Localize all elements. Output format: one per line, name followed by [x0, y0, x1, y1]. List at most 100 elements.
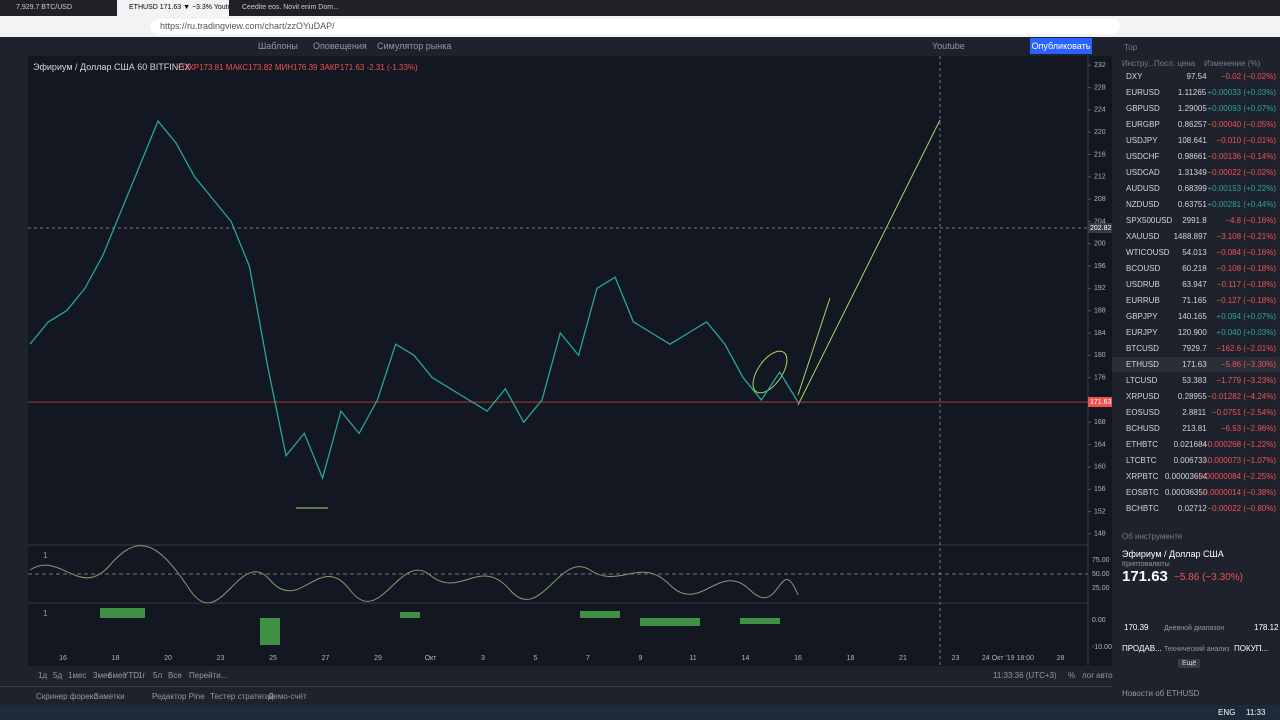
last-price: 120.900 — [1177, 328, 1207, 337]
rsi-tick-label: 75.00 — [1092, 557, 1110, 564]
last-price: 108.641 — [1177, 136, 1207, 145]
x-tick-label: Окт — [425, 655, 438, 662]
symbol[interactable]: GBPJPY — [1126, 312, 1158, 321]
y-tick-label: 176 — [1094, 374, 1106, 381]
simulator-button[interactable]: Симулятор рынка — [377, 41, 452, 51]
bottom-tab[interactable]: Скринер форекс — [36, 692, 98, 701]
x-tick-label: 3 — [481, 655, 485, 662]
change: −0.00000084 (−2.25%) — [1194, 472, 1276, 481]
browser-tab[interactable]: Ceedite eos. Novit enim Dom... — [242, 4, 339, 11]
symbol[interactable]: EURGBP — [1126, 120, 1160, 129]
last-price: 0.98661 — [1177, 152, 1207, 161]
taskbar-clock: 11:33 — [1246, 708, 1266, 717]
y-tick-label: 196 — [1094, 263, 1106, 270]
pane-label: 1 — [43, 609, 48, 618]
range-button[interactable]: YTD — [123, 671, 139, 680]
symbol[interactable]: LTCUSD — [1126, 376, 1158, 385]
col-header: Посл. цена — [1154, 59, 1196, 68]
last-price-label: 171.63 — [1090, 399, 1112, 406]
last-price: 140.165 — [1177, 312, 1207, 321]
symbol[interactable]: WTICOUSD — [1126, 248, 1170, 257]
symbol[interactable]: ETHUSD — [1126, 360, 1159, 369]
forecast-line — [797, 119, 941, 406]
search-box[interactable]: Тор — [1124, 43, 1138, 52]
symbol[interactable]: SPX500USD — [1126, 216, 1173, 225]
scale-button[interactable]: % — [1068, 671, 1076, 680]
range-button[interactable]: Все — [168, 671, 182, 680]
more-button[interactable]: Ещё — [1178, 659, 1201, 668]
symbol[interactable]: EOSBTC — [1126, 488, 1159, 497]
change: −0.00040 (−0.05%) — [1207, 120, 1277, 129]
change: −6.53 (−2.96%) — [1220, 424, 1276, 433]
bottom-tab[interactable]: Тестер стратегий — [210, 692, 274, 701]
symbol[interactable]: DXY — [1126, 72, 1143, 81]
y-tick-label: 168 — [1094, 419, 1106, 426]
publish-button[interactable]: Опубликовать — [1030, 38, 1092, 54]
symbol[interactable]: NZDUSD — [1126, 200, 1160, 209]
range-button[interactable]: Перейти... — [189, 671, 228, 680]
range-button[interactable]: 1мес — [68, 671, 87, 680]
x-tick-label: 24 Окт '19 18:00 — [982, 655, 1034, 662]
bottom-tabs: Скринер форекс Заметки Редактор Pine Тестер… — [0, 686, 1112, 706]
change: +0.00033 (+0.03%) — [1207, 88, 1277, 97]
col-header: Инстру... — [1122, 59, 1155, 68]
symbol[interactable]: USDCHF — [1126, 152, 1160, 161]
symbol[interactable]: EOSUSD — [1126, 408, 1160, 417]
symbol[interactable]: USDRUB — [1126, 280, 1160, 289]
bottom-tab[interactable]: Демо-счёт — [268, 692, 307, 701]
symbol[interactable]: EURUSD — [1126, 88, 1160, 97]
symbol[interactable]: EURJPY — [1126, 328, 1158, 337]
news-header[interactable]: Новости об ETHUSD — [1122, 689, 1200, 698]
change: −0.117 (−0.18%) — [1216, 280, 1276, 289]
forecast-line — [797, 297, 831, 396]
last-price: 97.54 — [1186, 72, 1207, 81]
symbol[interactable]: XAUUSD — [1126, 232, 1160, 241]
symbol[interactable]: AUDUSD — [1126, 184, 1160, 193]
range-bar: 11:33:36 (UTC+3) 1д 5д 1мес 3мес 6мес YTD 1г 5л… — [28, 666, 1113, 686]
symbol[interactable]: XRPUSD — [1126, 392, 1160, 401]
browser-tab[interactable]: ETHUSD 171.63 ▼ −3.3% Youtube — [117, 0, 229, 16]
alerts-button[interactable]: Оповещения — [313, 41, 367, 51]
layout-name[interactable]: Youtube — [932, 41, 965, 51]
range-button[interactable]: 5д — [53, 671, 63, 680]
chart-toolbar: Шаблоны Оповещения Симулятор рынка Youtu… — [0, 37, 1112, 56]
change: −4.8 (−0.16%) — [1225, 216, 1276, 225]
bottom-tab[interactable]: Заметки — [94, 692, 125, 701]
range-button[interactable]: 1д — [38, 671, 48, 680]
browser-tab[interactable]: 7,929.7 BTC/USD — [16, 4, 73, 11]
symbol[interactable]: USDJPY — [1126, 136, 1158, 145]
symbol[interactable]: GBPUSD — [1126, 104, 1160, 113]
templates-button[interactable]: Шаблоны — [258, 41, 298, 51]
symbol[interactable]: USDCAD — [1126, 168, 1160, 177]
symbol[interactable]: BCHUSD — [1126, 424, 1160, 433]
last-price: 53.383 — [1182, 376, 1207, 385]
change: −0.01282 (−4.24%) — [1207, 392, 1277, 401]
range-button[interactable]: 5л — [153, 671, 163, 680]
y-tick-label: 160 — [1094, 464, 1106, 471]
change: −0.084 (−0.16%) — [1216, 248, 1276, 257]
range-button[interactable]: 1г — [138, 671, 146, 680]
bottom-tab[interactable]: Редактор Pine — [152, 692, 205, 701]
symbol[interactable]: LTCBTC — [1126, 456, 1157, 465]
change: −0.108 (−0.18%) — [1216, 264, 1276, 273]
url[interactable]: https://ru.tradingview.com/chart/zzOYuDA… — [150, 19, 1120, 34]
last-price: 0.86257 — [1177, 120, 1207, 129]
scale-button[interactable]: авто — [1096, 671, 1113, 680]
range-button[interactable]: 6мес — [108, 671, 127, 680]
symbol[interactable]: BCHBTC — [1126, 504, 1159, 513]
y-tick-label: 220 — [1094, 129, 1106, 136]
y-tick-label: 232 — [1094, 62, 1106, 69]
symbol[interactable]: BCOUSD — [1126, 264, 1161, 273]
pane-label: 1 — [43, 551, 48, 560]
x-tick-label: 28 — [1057, 655, 1065, 662]
x-tick-label: 21 — [899, 655, 907, 662]
y-tick-label: 180 — [1094, 352, 1106, 359]
symbol[interactable]: EURRUB — [1126, 296, 1160, 305]
symbol[interactable]: ETHBTC — [1126, 440, 1158, 449]
symbol[interactable]: XRPBTC — [1126, 472, 1159, 481]
symbol[interactable]: BTCUSD — [1126, 344, 1159, 353]
range-button[interactable]: 3мес — [93, 671, 112, 680]
y-tick-label: 192 — [1094, 285, 1106, 292]
last-price: 71.165 — [1182, 296, 1207, 305]
scale-button[interactable]: лог — [1082, 671, 1095, 680]
